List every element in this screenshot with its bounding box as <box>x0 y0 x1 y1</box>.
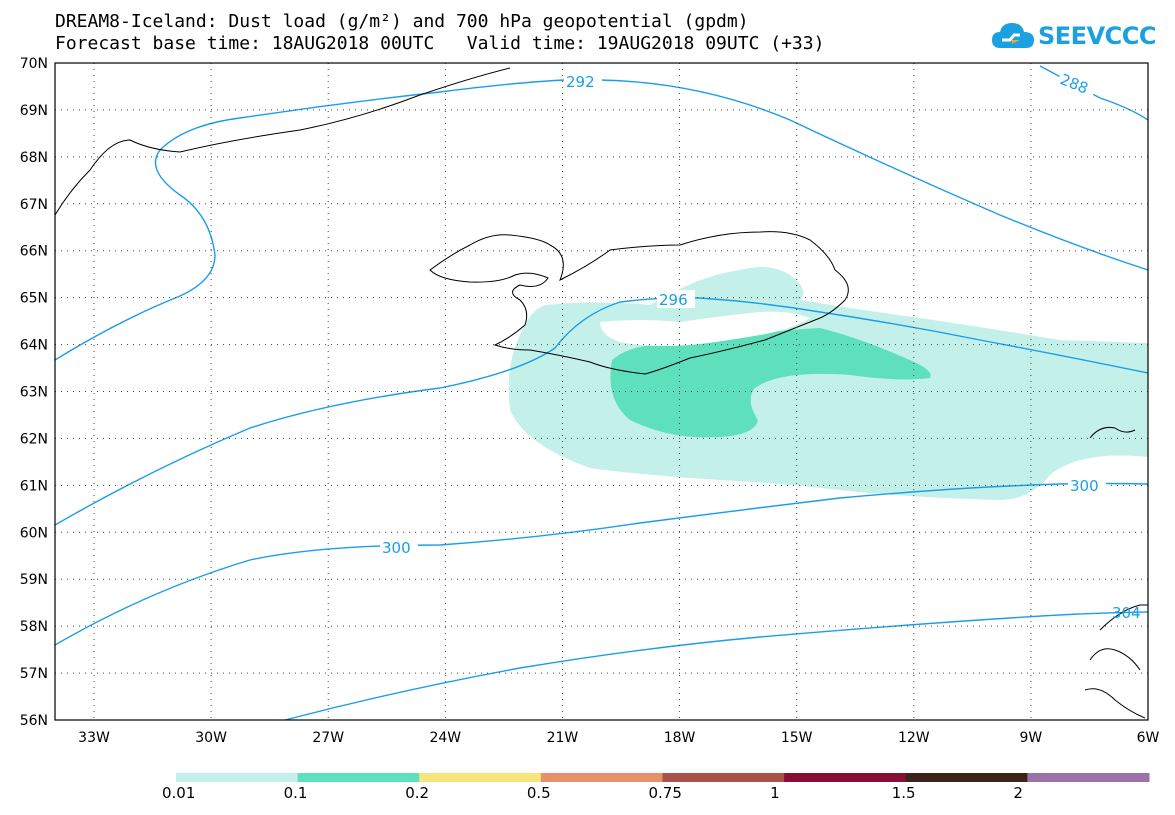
latitude-label: 58N <box>20 619 48 635</box>
contour-labels: 292 288 296 300 300 304 <box>380 67 1141 622</box>
latitude-label: 61N <box>20 478 48 494</box>
latitude-label: 57N <box>20 666 48 682</box>
longitude-label: 6W <box>1137 730 1160 746</box>
plot-frame <box>54 62 1149 721</box>
cloud-icon <box>992 23 1034 48</box>
longitude-labels: 33W 30W 27W 24W 21W 18W 15W 12W 9W 6W <box>78 730 1159 746</box>
colorbar-segment <box>419 773 542 782</box>
contour-label-292: 292 <box>566 73 595 91</box>
colorbar-label: 0.2 <box>405 784 430 802</box>
longitude-label: 9W <box>1020 730 1043 746</box>
latitude-label: 60N <box>20 525 48 541</box>
latitude-label: 70N <box>20 56 48 72</box>
dust-shading-mid <box>610 328 931 438</box>
latitude-label: 66N <box>20 244 48 260</box>
colorbar-segment <box>784 773 907 782</box>
latitude-label: 69N <box>20 103 48 119</box>
longitude-label: 27W <box>312 730 344 746</box>
latitude-label: 67N <box>20 197 48 213</box>
colorbar <box>176 773 1150 782</box>
seevccc-logo: SEEVCCC <box>990 18 1157 58</box>
latitude-label: 56N <box>20 713 48 729</box>
contour-300-north <box>55 482 1148 646</box>
latitude-label: 63N <box>20 385 48 401</box>
longitude-label: 12W <box>898 730 930 746</box>
colorbar-label: 0.75 <box>648 784 682 802</box>
colorbar-label: 0.1 <box>283 784 308 802</box>
contour-304 <box>284 611 1148 720</box>
colorbar-label: 2 <box>1013 784 1023 802</box>
longitude-label: 30W <box>195 730 227 746</box>
latitude-label: 65N <box>20 291 48 307</box>
contour-label-296: 296 <box>659 291 688 309</box>
longitude-label: 24W <box>429 730 461 746</box>
latitude-label: 68N <box>20 150 48 166</box>
colorbar-label: 0.5 <box>526 784 551 802</box>
colorbar-label: 1.5 <box>891 784 916 802</box>
latitude-label: 59N <box>20 572 48 588</box>
map-title: DREAM8-Iceland: Dust load (g/m²) and 700… <box>55 11 749 32</box>
longitude-label: 21W <box>547 730 579 746</box>
colorbar-segment <box>540 773 663 782</box>
latitude-labels: 70N 69N 68N 67N 66N 65N 64N 63N 62N 61N 60N 59N 58N 5… <box>20 56 48 729</box>
iceland-land <box>600 311 810 346</box>
graticule <box>55 63 1148 720</box>
contour-label-304: 304 <box>1112 604 1141 622</box>
contour-288 <box>1039 65 1148 121</box>
latitude-label: 64N <box>20 338 48 354</box>
faroe-coast <box>1089 427 1136 439</box>
logo-text: SEEVCCC <box>1038 22 1157 50</box>
longitude-label: 33W <box>78 730 110 746</box>
colorbar-label: 1 <box>770 784 780 802</box>
contour-label-300-b: 300 <box>1070 477 1099 495</box>
coastlines <box>55 67 1148 719</box>
greenland-coast <box>55 67 511 216</box>
longitude-label: 15W <box>781 730 813 746</box>
contour-296 <box>55 297 1148 526</box>
colorbar-segment <box>1027 773 1150 782</box>
colorbar-segment <box>662 773 785 782</box>
colorbar-segment <box>297 773 420 782</box>
colorbar-segment <box>905 773 1028 782</box>
dust-shading-low <box>508 266 1148 500</box>
geopotential-contours <box>55 65 1148 720</box>
scotland-coast <box>1084 604 1148 719</box>
contour-label-300-a: 300 <box>382 539 411 557</box>
contour-292 <box>55 79 1148 361</box>
latitude-label: 62N <box>20 431 48 447</box>
colorbar-segment <box>176 773 299 782</box>
iceland-coast <box>429 231 849 375</box>
colorbar-label: 0.01 <box>162 784 196 802</box>
longitude-label: 18W <box>664 730 696 746</box>
map-subtitle: Forecast base time: 18AUG2018 00UTC Vali… <box>55 33 825 54</box>
